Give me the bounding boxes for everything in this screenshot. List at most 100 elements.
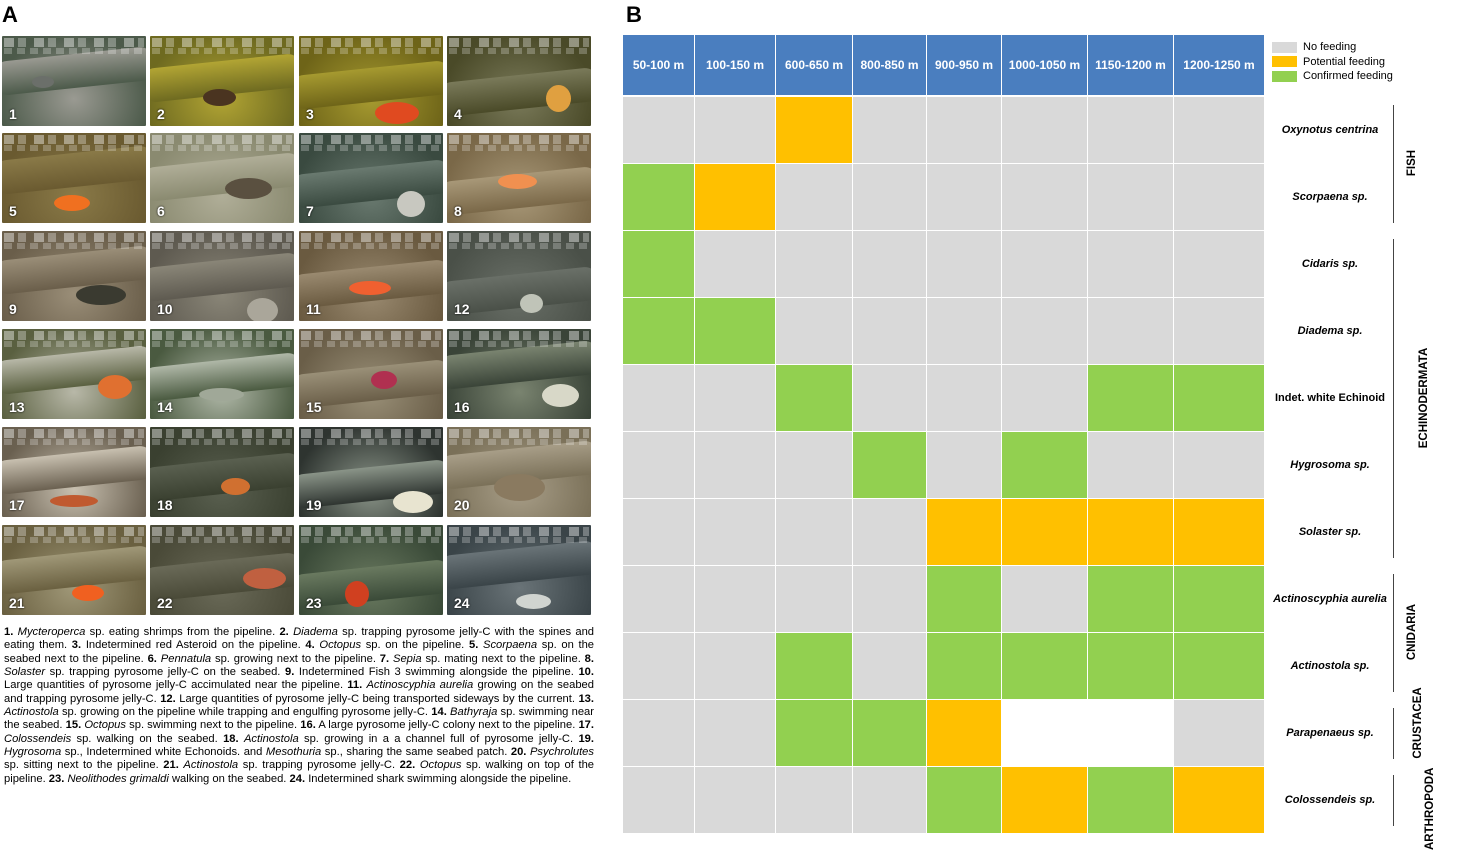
camera-overlay (301, 439, 441, 445)
photo-24: 24 (447, 525, 591, 615)
heatmap-cell (1174, 499, 1264, 565)
group-bracket (1393, 775, 1394, 826)
camera-overlay (152, 48, 292, 54)
caption-taxon: Actinostola (4, 706, 59, 719)
legend-swatch (1272, 41, 1297, 53)
photo-number: 1 (9, 106, 17, 122)
photo-6: 6 (150, 133, 294, 223)
caption-taxon: Hygrosoma (4, 746, 62, 759)
photo-subject (546, 85, 571, 112)
photo-number: 23 (306, 595, 322, 611)
camera-overlay (152, 243, 292, 249)
caption-taxon: Colossendeis (4, 732, 72, 745)
caption-text: sp. eating shrimps from the pipeline. (85, 626, 280, 638)
caption-number: 5. (468, 639, 479, 652)
photo-3: 3 (299, 36, 443, 126)
photo-number: 3 (306, 106, 314, 122)
camera-overlay (4, 439, 144, 445)
heatmap-cell (695, 298, 775, 364)
group-bracket (1393, 708, 1394, 759)
heatmap-cell (927, 499, 1001, 565)
photo-subject (203, 89, 236, 106)
photo-20: 20 (447, 427, 591, 517)
heatmap-cell (623, 499, 694, 565)
photo-14: 14 (150, 329, 294, 419)
caption-number: 6. (147, 652, 157, 665)
heatmap-cell (623, 432, 694, 498)
camera-overlay (449, 38, 589, 47)
caption-text: sp. on the seabed next to the pipeline. (4, 639, 595, 665)
column-header: 1000-1050 m (1002, 35, 1087, 95)
heatmap-cell (927, 633, 1001, 699)
heatmap-cell (1174, 700, 1264, 766)
camera-overlay (301, 48, 441, 54)
photo-9: 9 (2, 231, 146, 321)
row-label: Actinoscyphia aurelia (1273, 592, 1387, 605)
camera-overlay (449, 145, 589, 151)
legend-item: No feeding (1272, 40, 1393, 55)
panel-label-b: B (626, 2, 642, 27)
camera-overlay (449, 331, 589, 340)
heatmap-cell (1174, 432, 1264, 498)
legend-label: Potential feeding (1303, 55, 1385, 68)
caption-item: 24. Indetermined shark swimming alongsid… (290, 773, 572, 785)
caption-taxon: Octopus (419, 759, 462, 772)
photo-17: 17 (2, 427, 146, 517)
heatmap-cell (695, 700, 775, 766)
pipeline (2, 244, 146, 296)
photo-subject (349, 281, 391, 295)
caption-text: Large quantities of pyrosome jelly-C acc… (4, 679, 348, 692)
caption-item: 15. Octopus sp. swimming next to the pip… (66, 719, 301, 731)
heatmap-cell (853, 97, 926, 163)
caption-taxon: Mesothuria (265, 746, 322, 759)
camera-overlay (301, 233, 441, 242)
caption-text: sp. trapping pyrosome jelly-C with the s… (4, 626, 595, 652)
camera-overlay (152, 537, 292, 543)
pipeline (150, 451, 294, 503)
caption-item: 16. A large pyrosome jelly-C colony next… (300, 719, 578, 731)
photo-subject (375, 102, 419, 124)
photo-1: 1 (2, 36, 146, 126)
caption-number: 9. (285, 666, 295, 679)
group-bracket (1393, 239, 1394, 558)
caption-item: 2. Diadema sp. trapping pyrosome jelly-C… (4, 626, 594, 651)
photo-subject (345, 581, 369, 607)
photo-number: 19 (306, 497, 322, 513)
legend-item: Confirmed feeding (1272, 69, 1393, 84)
heatmap-cell (776, 767, 852, 833)
caption-text: Indetermined Fish 3 swimming alongside t… (298, 666, 579, 679)
caption-text: sp. sitting next to the pipeline. (4, 759, 164, 772)
camera-overlay (449, 429, 589, 438)
photo-number: 4 (454, 106, 462, 122)
caption-item: 6. Pennatula sp. growing next to the pip… (148, 653, 380, 665)
caption-text: sp. swimming next to the pipeline. (126, 719, 301, 732)
caption-text: sp. growing on the pipeline while trappi… (58, 706, 432, 719)
heatmap-cell (695, 365, 775, 431)
heatmap-cell (927, 700, 1001, 766)
group-label: FISH (1406, 149, 1418, 177)
caption-item: 12. Large quantities of pyrosome jelly-C… (160, 693, 578, 705)
heatmap-cell (853, 298, 926, 364)
camera-overlay (301, 527, 441, 536)
legend: No feeding Potential feeding Confirmed fee… (1272, 40, 1393, 84)
caption-number: 3. (71, 639, 82, 652)
column-header: 800-850 m (853, 35, 926, 95)
heatmap-cell (695, 499, 775, 565)
heatmap-cell (1088, 97, 1173, 163)
camera-overlay (301, 135, 441, 144)
camera-overlay (301, 537, 441, 543)
caption-text: walking on the seabed. (168, 772, 290, 785)
pipeline (447, 339, 591, 391)
heatmap-cell (776, 633, 852, 699)
heatmap-cell (1088, 633, 1173, 699)
row-label: Scorpaena sp. (1292, 190, 1368, 203)
photo-subject (393, 491, 433, 513)
photo-grid: 1 2 3 4 5 6 7 8 9 10 11 12 13 14 15 16 17 18 19 20 21 22 23 24 (2, 36, 596, 616)
caption-number: 11. (347, 679, 363, 692)
photo-12: 12 (447, 231, 591, 321)
heatmap-cell (1174, 566, 1264, 632)
caption-text: A large pyrosome jelly-C colony next to … (318, 719, 579, 732)
photo-subject (542, 384, 579, 407)
heatmap-cell (1174, 633, 1264, 699)
caption-item: 5. Scorpaena sp. on the seabed next to t… (4, 639, 594, 664)
